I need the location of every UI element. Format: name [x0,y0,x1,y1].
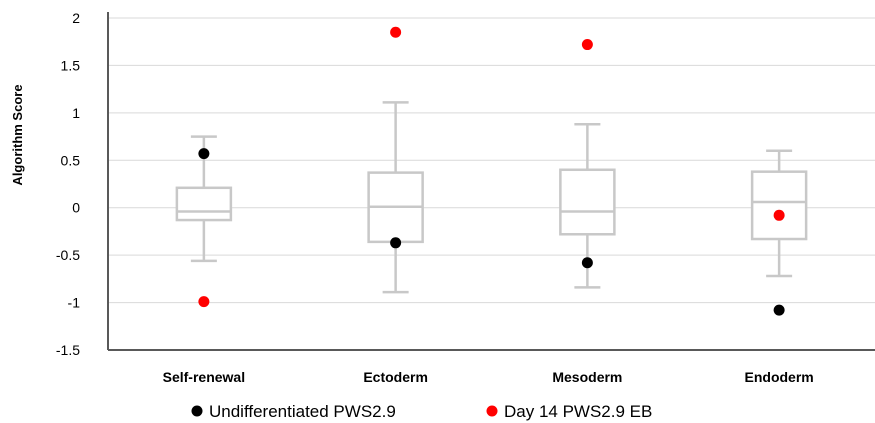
legend-item: Day 14 PWS2.9 EB [486,402,652,421]
legend-label: Day 14 PWS2.9 EB [504,402,652,421]
day14-eb-point [198,296,210,308]
y-tick-label: 1 [72,105,80,121]
legend-item: Undifferentiated PWS2.9 [191,402,396,421]
legend-marker [486,405,498,417]
axes [107,12,875,351]
category-label: Ectoderm [363,369,428,385]
y-tick-label: -1.5 [56,342,80,358]
gridlines [108,17,875,304]
box-iqr [175,186,233,222]
y-tick-label: -0.5 [56,247,80,263]
day14-eb-point [390,26,402,38]
box-ectoderm [367,101,424,294]
undifferentiated-point [581,257,593,269]
undifferentiated-point [198,148,210,160]
y-tick-labels: 2 1.5 1 0.5 0 -0.5 -1 -1.5 [56,10,80,358]
y-tick-label: -1 [68,295,81,311]
data-points [198,26,785,316]
box-plots [175,101,808,294]
box-mesoderm [559,122,616,289]
y-tick-label: 2 [72,10,80,26]
undifferentiated-point [773,304,785,316]
day14-eb-point [773,209,785,221]
box-self-renewal [175,135,233,263]
category-label: Self-renewal [163,369,245,385]
legend-marker [191,405,203,417]
box-iqr [559,168,616,236]
box-endoderm [750,149,808,278]
box-iqr [750,170,808,241]
undifferentiated-point [390,237,402,249]
y-axis-label: Algorithm Score [10,84,25,185]
category-labels: Self-renewal Ectoderm Mesoderm Endoderm [163,369,814,385]
y-tick-label: 0.5 [61,152,81,168]
category-label: Endoderm [745,369,814,385]
y-tick-label: 0 [72,200,80,216]
legend: Undifferentiated PWS2.9 Day 14 PWS2.9 EB [191,402,652,421]
day14-eb-point [581,39,593,51]
legend-label: Undifferentiated PWS2.9 [209,402,396,421]
category-label: Mesoderm [552,369,622,385]
y-tick-label: 1.5 [61,57,81,73]
